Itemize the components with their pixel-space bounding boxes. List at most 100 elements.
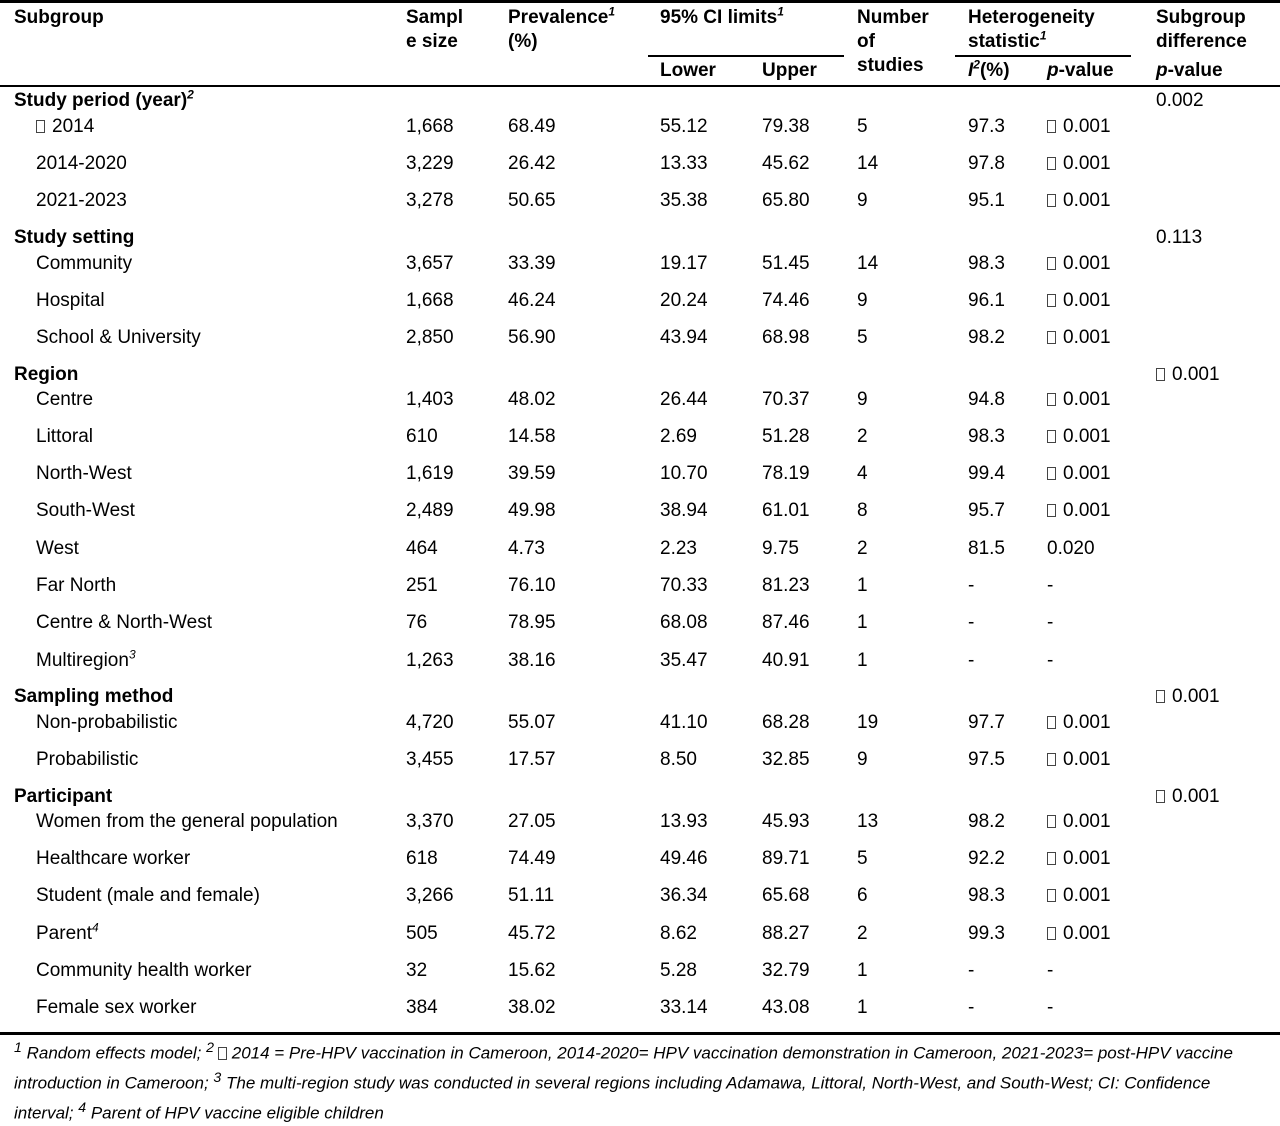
row-ci-lower: 8.50 [660,749,697,770]
table-footnote: 1 Random effects model; 2 2014 = Pre-HPV… [14,1040,1233,1123]
row-ci-upper: 9.75 [762,538,799,559]
row-p-value: 0.001 [1047,425,1111,449]
row-ci-upper: 89.71 [762,848,810,869]
row-subgroup-name: Multiregion3 [36,647,136,671]
row-prevalence: 38.16 [508,650,556,671]
row-sample-size: 76 [406,612,428,633]
row-ci-upper: 88.27 [762,923,810,944]
row-number-of-studies: 19 [857,712,879,733]
row-p-value: - [1047,650,1054,671]
row-p-value: 0.001 [1047,810,1111,834]
row-number-of-studies: 1 [857,960,868,981]
bottom-rule [0,1032,1280,1035]
row-number-of-studies: 2 [857,538,868,559]
row-sample-size: 1,403 [406,389,454,410]
group-label: Participant [14,786,113,807]
row-i2: 97.3 [968,116,1005,137]
row-ci-upper: 78.19 [762,463,810,484]
row-subgroup-name: Student (male and female) [36,885,260,906]
header-studies-line1: Number [857,7,929,28]
row-p-value: - [1047,612,1054,633]
row-ci-upper: 40.91 [762,650,810,671]
header-sample-size-line1: Sampl [406,7,464,28]
row-sample-size: 3,370 [406,811,454,832]
row-p-value: 0.001 [1047,326,1111,350]
row-prevalence: 49.98 [508,500,556,521]
row-subgroup-name: Centre [36,389,94,410]
row-ci-lower: 35.47 [660,650,708,671]
row-p-value: - [1047,960,1054,981]
row-sample-size: 464 [406,538,438,559]
row-subgroup-name: Healthcare worker [36,848,191,869]
row-i2: 97.8 [968,153,1005,174]
row-ci-lower: 19.17 [660,253,708,274]
group-difference-p-value: 0.001 [1156,785,1220,809]
row-prevalence: 45.72 [508,923,556,944]
row-number-of-studies: 1 [857,650,868,671]
header-ci-limits: 95% CI limits1 [660,4,784,28]
row-prevalence: 48.02 [508,389,556,410]
row-sample-size: 3,278 [406,190,454,211]
less-than-glyph-icon [1047,716,1056,729]
row-i2: 97.7 [968,712,1005,733]
row-ci-upper: 51.28 [762,426,810,447]
row-ci-upper: 79.38 [762,116,810,137]
row-sample-size: 1,619 [406,463,454,484]
header-i2: I2(%) [968,57,1010,81]
less-than-glyph-icon [1156,368,1165,381]
row-number-of-studies: 1 [857,612,868,633]
group-label: Region [14,364,79,385]
row-ci-upper: 45.62 [762,153,810,174]
row-p-value: 0.001 [1047,152,1111,176]
row-i2: - [968,960,975,981]
row-ci-upper: 70.37 [762,389,810,410]
row-p-value: 0.001 [1047,847,1111,871]
row-prevalence: 76.10 [508,575,556,596]
less-than-glyph-icon [36,120,45,133]
row-subgroup-name: 2021-2023 [36,190,127,211]
row-prevalence: 33.39 [508,253,556,274]
row-i2: 92.2 [968,848,1005,869]
row-number-of-studies: 9 [857,749,868,770]
row-ci-lower: 13.93 [660,811,708,832]
row-subgroup-name: South-West [36,500,135,521]
row-i2: 98.3 [968,253,1005,274]
row-prevalence: 15.62 [508,960,556,981]
row-i2: 99.3 [968,923,1005,944]
row-number-of-studies: 2 [857,426,868,447]
row-i2: 98.3 [968,426,1005,447]
row-p-value: 0.001 [1047,252,1111,276]
row-p-value: - [1047,997,1054,1018]
row-ci-upper: 45.93 [762,811,810,832]
less-than-glyph-icon [1047,815,1056,828]
row-p-value: 0.001 [1047,499,1111,523]
row-ci-lower: 38.94 [660,500,708,521]
row-ci-lower: 49.46 [660,848,708,869]
less-than-glyph-icon [1047,889,1056,902]
header-difference-line1: Subgroup [1156,7,1246,28]
row-sample-size: 3,657 [406,253,454,274]
row-i2: 99.4 [968,463,1005,484]
row-prevalence: 27.05 [508,811,556,832]
row-ci-upper: 32.79 [762,960,810,981]
header-rule [0,85,1280,87]
row-ci-lower: 10.70 [660,463,708,484]
row-ci-lower: 36.34 [660,885,708,906]
row-number-of-studies: 5 [857,848,868,869]
row-prevalence: 17.57 [508,749,556,770]
header-sample-size-line2: e size [406,31,458,52]
row-subgroup-name: Hospital [36,290,105,311]
row-i2: 96.1 [968,290,1005,311]
row-sample-size: 1,263 [406,650,454,671]
less-than-glyph-icon [1047,257,1056,270]
row-i2: - [968,612,975,633]
row-ci-upper: 51.45 [762,253,810,274]
row-ci-lower: 8.62 [660,923,697,944]
row-sample-size: 618 [406,848,438,869]
less-than-glyph-icon [1156,790,1165,803]
header-ci-lower: Lower [660,60,716,81]
ci-header-rule [648,55,844,57]
less-than-glyph-icon [1047,194,1056,207]
row-ci-lower: 2.69 [660,426,697,447]
row-p-value: 0.001 [1047,884,1111,908]
